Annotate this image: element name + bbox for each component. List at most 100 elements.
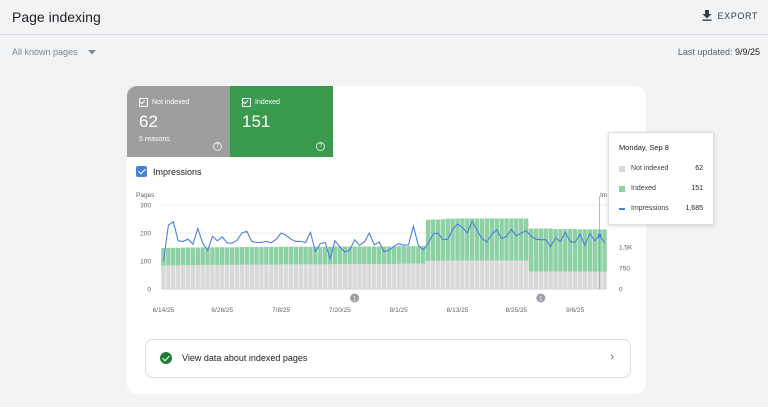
bar-indexed	[470, 218, 475, 261]
bar-not-indexed	[332, 264, 338, 289]
bar-indexed	[465, 218, 470, 261]
bar-indexed	[523, 218, 529, 261]
bar-not-indexed	[543, 271, 548, 289]
checkbox-checked-icon	[136, 166, 147, 177]
bar-not-indexed	[391, 264, 397, 289]
bar-not-indexed	[445, 260, 450, 289]
bar-not-indexed	[376, 264, 382, 289]
bar-indexed	[322, 246, 328, 265]
bar-indexed	[489, 218, 495, 261]
bar-indexed	[288, 246, 294, 265]
legend-swatch	[619, 166, 625, 172]
bar-indexed	[249, 247, 254, 265]
bar-indexed	[347, 246, 352, 265]
view-indexed-pages-link[interactable]: View data about indexed pages ›	[145, 339, 631, 378]
bar-indexed	[200, 247, 205, 265]
bar-indexed	[239, 247, 245, 265]
bar-not-indexed	[494, 260, 499, 289]
bar-indexed	[401, 246, 406, 264]
bar-not-indexed	[234, 264, 240, 289]
indexed-label-row: Indexed	[242, 98, 280, 107]
export-button[interactable]: EXPORT	[702, 10, 758, 21]
checkbox-icon	[242, 98, 251, 107]
bar-not-indexed	[484, 260, 490, 289]
bar-not-indexed	[273, 264, 279, 289]
page-filter-dropdown[interactable]: All known pages	[12, 47, 96, 57]
bar-not-indexed	[504, 260, 509, 289]
annotation-marker[interactable]	[536, 293, 546, 303]
impressions-checkbox[interactable]: Impressions	[136, 166, 202, 177]
bar-indexed	[519, 218, 524, 261]
tooltip-row-indexed: Indexed 151	[619, 184, 707, 194]
bar-not-indexed	[440, 260, 446, 289]
bar-not-indexed	[411, 263, 416, 289]
bar-not-indexed	[303, 264, 308, 289]
bar-indexed	[303, 246, 308, 265]
bar-indexed	[435, 219, 441, 261]
bar-indexed	[215, 247, 220, 265]
bar-not-indexed	[519, 260, 524, 289]
bar-indexed	[190, 247, 196, 266]
annotation-marker[interactable]	[350, 293, 360, 303]
bar-not-indexed	[254, 264, 259, 289]
bar-not-indexed	[249, 264, 254, 289]
y-tick-label: 0	[147, 287, 151, 294]
bar-not-indexed	[318, 264, 323, 289]
annotation-label: 1	[353, 296, 357, 302]
bar-indexed	[327, 246, 333, 265]
tooltip-date: Monday, Sep 8	[619, 143, 669, 152]
bar-not-indexed	[224, 264, 230, 289]
bar-indexed	[484, 218, 490, 261]
bar-indexed	[514, 218, 519, 261]
bar-not-indexed	[205, 264, 210, 289]
bar-not-indexed	[563, 271, 568, 289]
bar-indexed	[259, 247, 264, 265]
bar-not-indexed	[553, 271, 558, 289]
bar-not-indexed	[293, 264, 298, 289]
bar-not-indexed	[327, 264, 333, 289]
bar-not-indexed	[416, 263, 421, 289]
not-indexed-summary[interactable]: Not indexed 62 5 reasons ?	[127, 86, 230, 157]
bar-indexed	[504, 218, 509, 261]
bar-not-indexed	[406, 263, 411, 289]
bar-not-indexed	[200, 264, 205, 289]
page-title: Page indexing	[12, 9, 101, 25]
indexed-summary[interactable]: Indexed 151 ?	[230, 86, 333, 157]
chevron-right-icon: ›	[610, 351, 614, 363]
bar-not-indexed	[259, 264, 264, 289]
x-tick-label: 8/13/25	[447, 307, 469, 314]
not-indexed-count: 62	[139, 112, 158, 131]
last-updated-value: 9/9/25	[734, 47, 760, 57]
bar-indexed	[587, 229, 593, 272]
not-indexed-label-row: Not indexed	[139, 98, 189, 107]
bar-indexed	[264, 247, 269, 265]
bar-not-indexed	[175, 265, 181, 289]
bar-indexed	[568, 229, 573, 272]
x-tick-label: 6/26/25	[211, 307, 233, 314]
bar-indexed	[342, 246, 347, 265]
right-tick-label: 750	[619, 266, 630, 273]
bar-not-indexed	[185, 265, 191, 289]
tooltip-row-label: Indexed	[631, 185, 656, 192]
bar-indexed	[362, 246, 367, 265]
bar-not-indexed	[489, 260, 495, 289]
help-icon[interactable]: ?	[213, 142, 222, 151]
bar-indexed	[391, 246, 397, 265]
bar-not-indexed	[514, 260, 519, 289]
bar-indexed	[371, 246, 377, 265]
bar-not-indexed	[465, 260, 470, 289]
help-icon[interactable]: ?	[316, 142, 325, 151]
indexing-chart[interactable]: Pages Im 300 200 100 0 1.5K 750 0 6/14/25 6/26/25 7…	[127, 188, 646, 338]
indexed-count: 151	[242, 112, 271, 131]
x-tick-label: 7/20/25	[329, 307, 351, 314]
bar-not-indexed	[592, 271, 597, 289]
tooltip-row-impressions: Impressions 1,685	[619, 204, 707, 214]
bar-not-indexed	[298, 264, 303, 289]
bar-not-indexed	[430, 260, 436, 289]
bar-indexed	[283, 246, 289, 265]
bar-indexed	[293, 246, 298, 265]
legend-swatch	[619, 186, 625, 192]
bar-indexed	[254, 247, 259, 265]
bar-not-indexed	[499, 260, 504, 289]
tooltip-row-label: Impressions	[631, 205, 669, 212]
